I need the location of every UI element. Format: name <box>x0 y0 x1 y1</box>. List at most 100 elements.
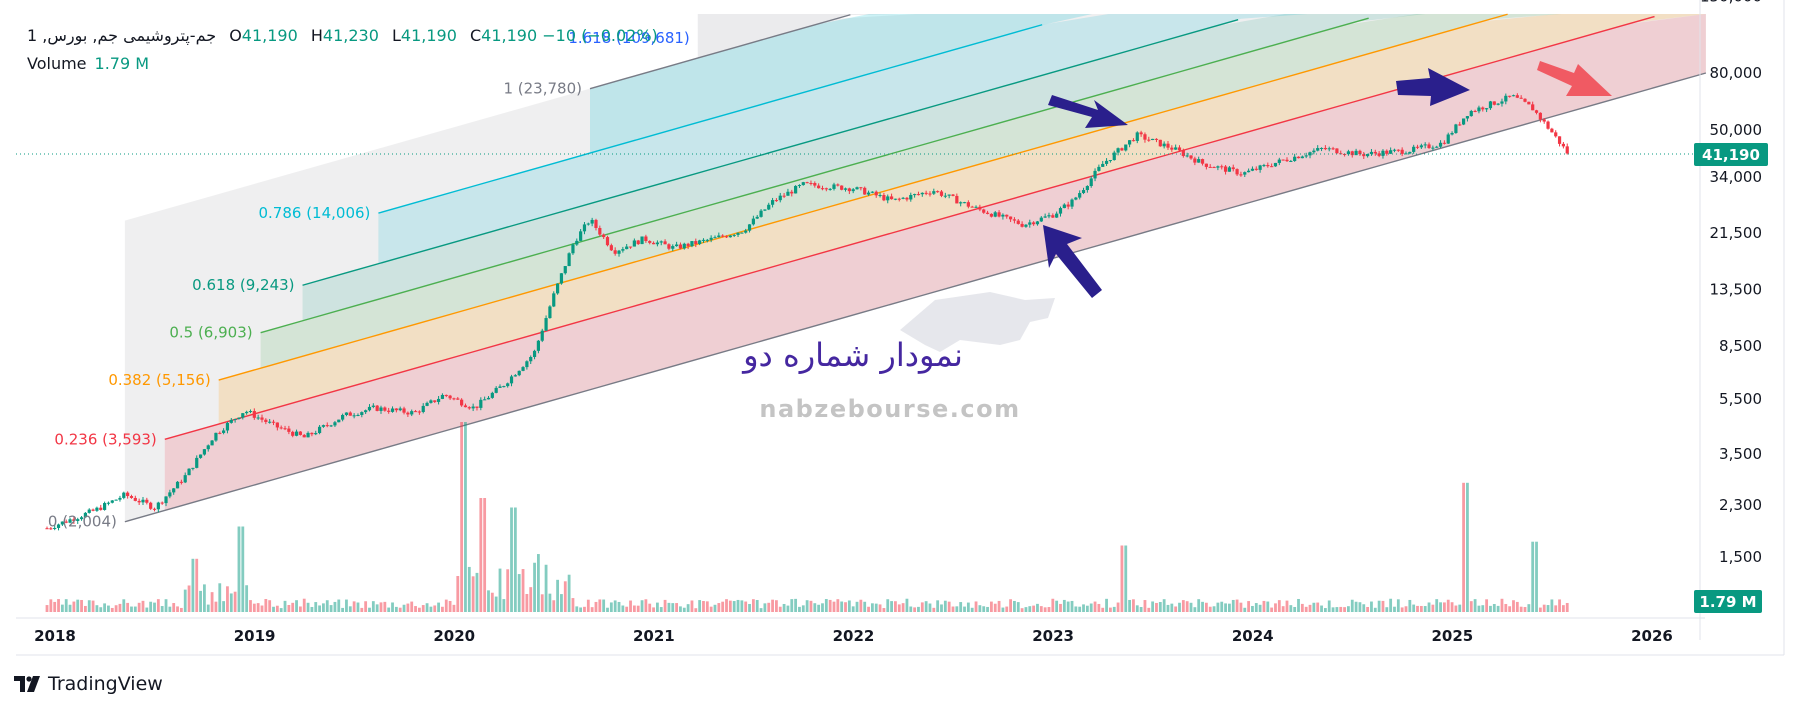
candle-body <box>701 239 706 241</box>
candle-body <box>1531 104 1535 111</box>
volume-bar <box>1020 608 1024 612</box>
volume-bar <box>1308 604 1312 612</box>
volume-bar <box>1251 605 1254 612</box>
volume-bar <box>740 600 744 612</box>
candle-body <box>1043 216 1047 218</box>
candle-body <box>1511 95 1516 97</box>
volume-bar <box>1109 607 1112 612</box>
candle-body <box>218 432 222 434</box>
volume-bar <box>867 606 870 612</box>
candle-body <box>721 235 725 237</box>
candle-body <box>99 507 103 510</box>
volume-bar <box>1289 605 1293 612</box>
candle-body <box>1266 165 1270 167</box>
high-value: 41,230 <box>322 26 379 45</box>
tradingview-logo[interactable]: TradingView <box>14 673 163 695</box>
candle-body <box>467 407 471 409</box>
y-tick-label: 5,500 <box>1719 390 1762 408</box>
volume-bar <box>314 602 318 612</box>
candle-body <box>129 496 134 498</box>
volume-bar <box>1162 599 1166 612</box>
volume-bar <box>264 599 268 612</box>
candle-body <box>786 191 790 196</box>
arrow-up-left-icon <box>1043 225 1102 298</box>
candle-body <box>421 405 425 413</box>
volume-bar <box>1089 603 1093 612</box>
volume-bar <box>1135 605 1139 612</box>
candle-body <box>502 386 506 388</box>
volume-bar <box>1362 604 1366 612</box>
volume-bar <box>383 601 387 612</box>
candle-body <box>717 235 721 238</box>
volume-bar <box>644 599 648 612</box>
volume-bar <box>1124 545 1128 612</box>
volume-bar <box>203 584 206 612</box>
volume-bar <box>160 606 164 612</box>
candle-body <box>959 202 963 204</box>
volume-bar <box>997 600 1001 612</box>
volume-bar <box>629 600 632 612</box>
volume-bar <box>713 604 717 612</box>
candle-body <box>233 418 237 420</box>
volume-bar <box>214 601 218 612</box>
volume-bar <box>709 606 713 612</box>
candle-body <box>836 184 840 186</box>
open-key: O <box>229 26 242 45</box>
candle-body <box>1404 153 1408 155</box>
candle-body <box>160 502 164 504</box>
candle-body <box>1243 172 1247 175</box>
volume-bar <box>1055 600 1059 612</box>
volume-bar <box>1193 607 1197 612</box>
volume-bar <box>1419 605 1423 612</box>
volume-bar <box>387 607 391 612</box>
volume-bar <box>1339 606 1343 612</box>
candle-body <box>778 195 782 201</box>
candle-body <box>517 370 521 376</box>
volume-bar <box>970 607 974 612</box>
candle-body <box>256 417 260 419</box>
volume-bar <box>272 606 275 612</box>
x-tick-label: 2019 <box>234 627 276 645</box>
candle-body <box>483 399 487 401</box>
volume-bar <box>840 601 844 612</box>
volume-bar <box>656 602 659 612</box>
candle-body <box>448 395 452 399</box>
volume-bar <box>1496 605 1500 612</box>
fib-channel-fills <box>124 14 1706 522</box>
volume-bar <box>1204 602 1208 612</box>
candle-body <box>1446 134 1450 144</box>
candle-body <box>513 375 517 377</box>
volume-bar <box>467 566 471 612</box>
candle-body <box>413 411 418 413</box>
candle-body <box>1223 166 1228 172</box>
candle-body <box>962 202 967 204</box>
candle-body <box>1127 140 1132 145</box>
candle-body <box>402 408 406 413</box>
candle-body <box>728 235 732 238</box>
volume-bar <box>928 603 932 612</box>
fib-level-label: 1 (23,780) <box>503 80 582 98</box>
candle-body <box>644 236 648 242</box>
volume-bar <box>1446 599 1450 612</box>
volume-bar <box>1082 604 1085 612</box>
volume-bar <box>168 606 172 612</box>
volume-bar <box>371 601 375 612</box>
volume-bar <box>563 581 567 612</box>
candle-body <box>417 411 421 413</box>
volume-bar <box>1404 606 1408 612</box>
candle-body <box>1032 222 1036 225</box>
candle-body <box>1289 160 1293 162</box>
candle-body <box>87 509 91 513</box>
candle-body <box>1078 193 1082 198</box>
candle-body <box>544 318 548 331</box>
volume-bar <box>310 606 314 612</box>
candle-body <box>847 188 851 192</box>
volume-bar <box>794 598 798 612</box>
volume-bar <box>1070 600 1074 612</box>
candle-body <box>813 183 817 186</box>
candle-body <box>126 492 130 497</box>
candle-body <box>229 419 233 423</box>
fib-level-line <box>218 13 1508 381</box>
candle-body <box>1231 167 1235 170</box>
